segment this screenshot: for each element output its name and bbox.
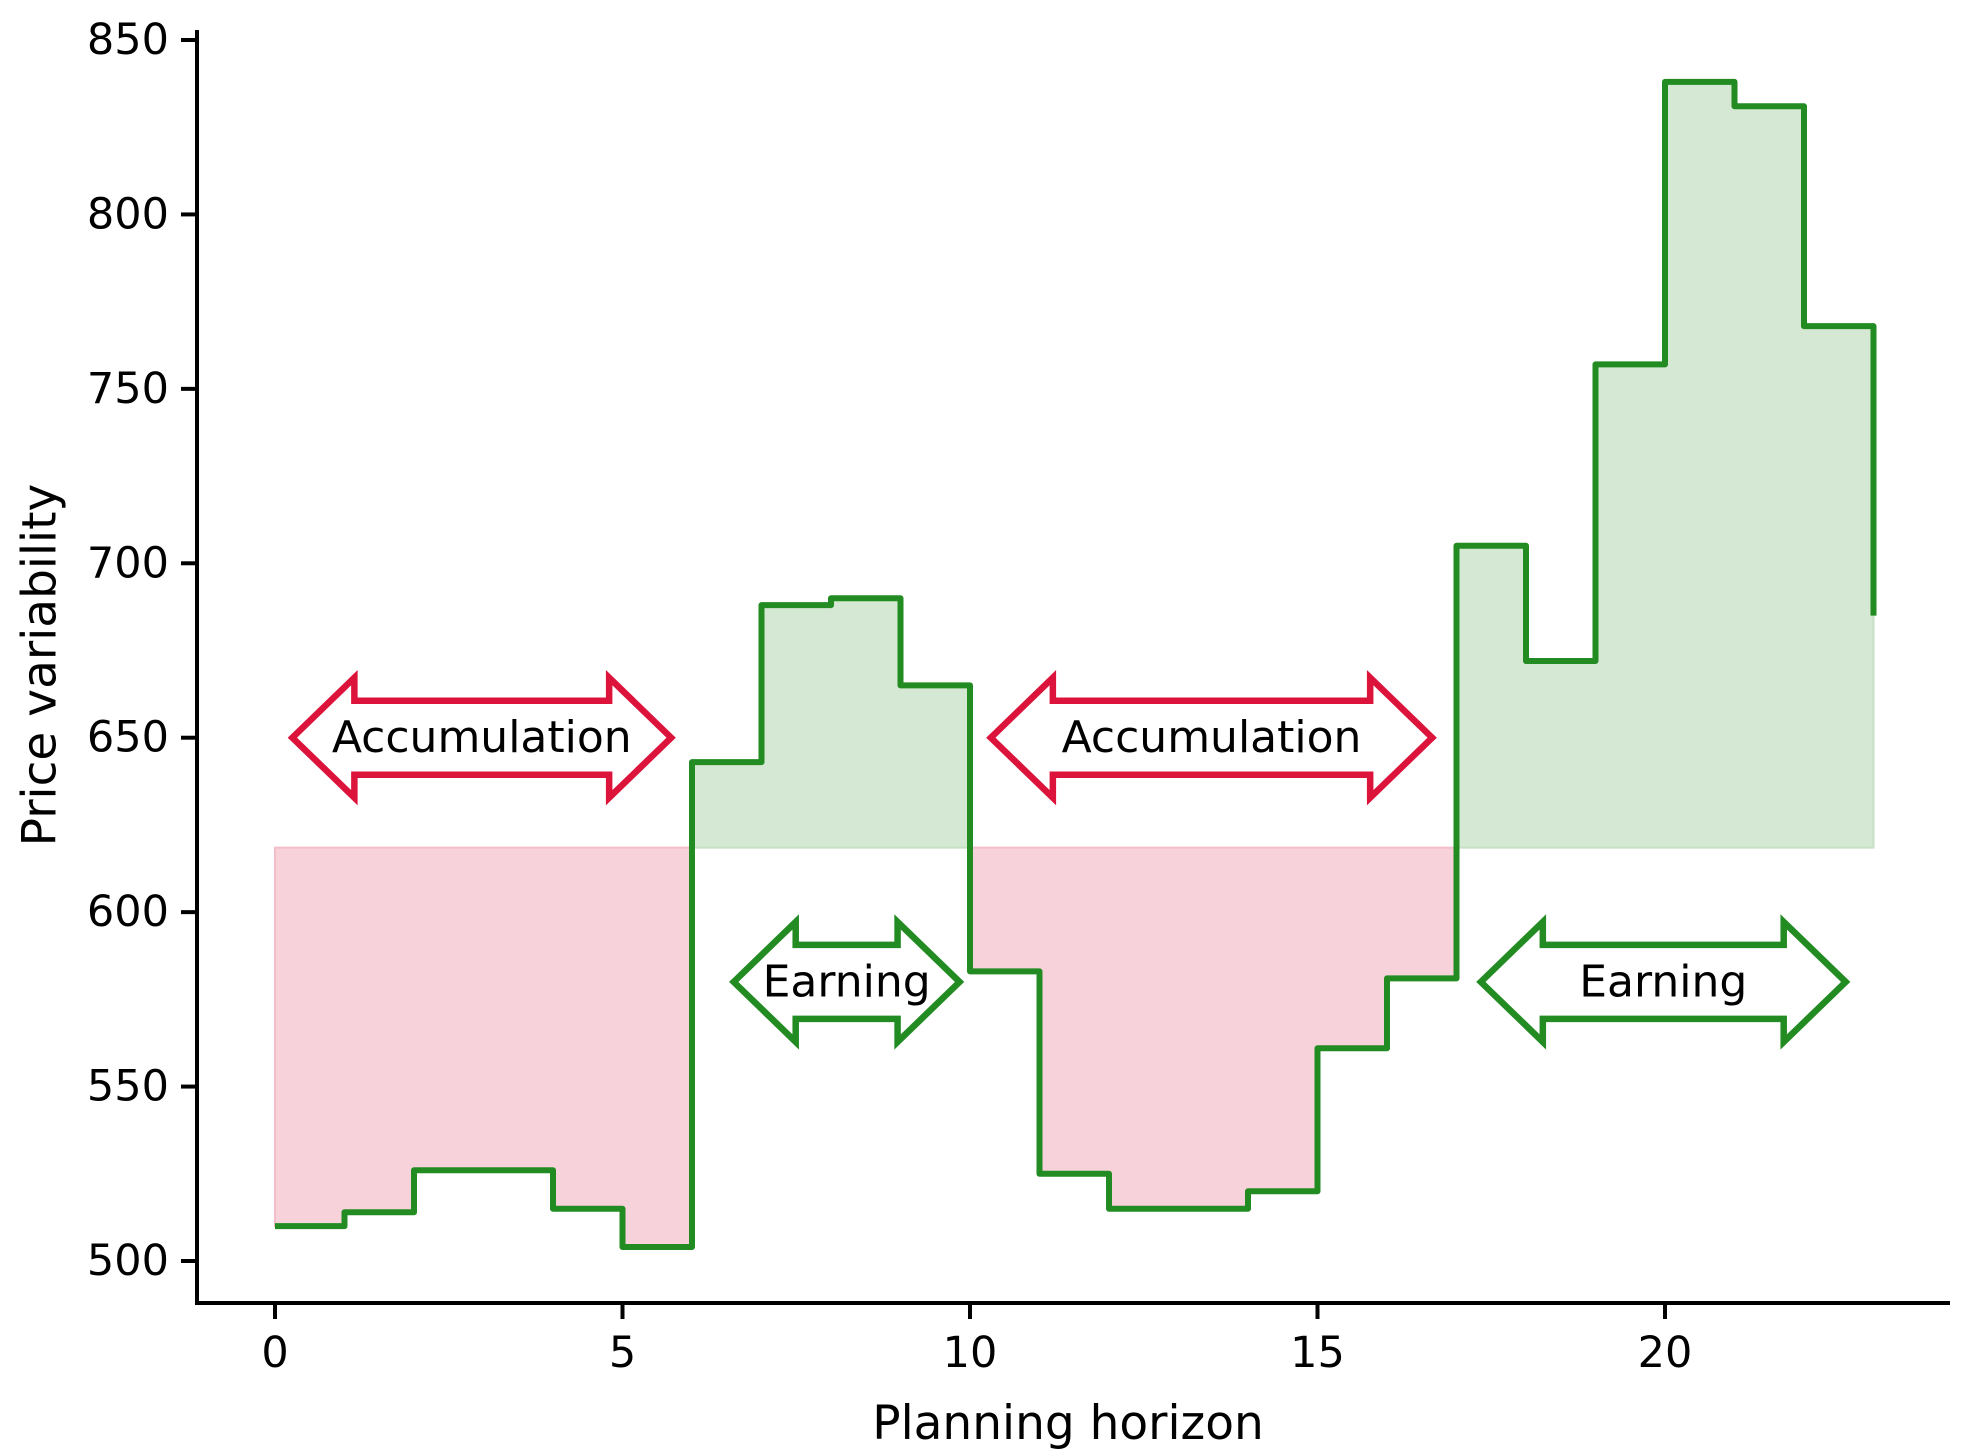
arrow-label: Earning — [1579, 956, 1747, 1007]
y-tick-label: 550 — [87, 1062, 169, 1112]
arrow-label: Accumulation — [332, 712, 632, 763]
x-tick-label: 0 — [261, 1328, 288, 1378]
arrow-label: Earning — [763, 956, 931, 1007]
y-tick-label: 600 — [87, 887, 169, 937]
y-tick-label: 700 — [87, 538, 169, 588]
x-tick-label: 20 — [1638, 1328, 1693, 1378]
y-tick-label: 500 — [87, 1236, 169, 1286]
earning-annotation-1: Earning — [729, 914, 965, 1050]
y-tick-label: 800 — [87, 189, 169, 239]
y-tick-label: 750 — [87, 364, 169, 414]
y-axis-label: Price variability — [12, 483, 68, 847]
accumulation-arrow — [287, 670, 676, 806]
arrow-label: Accumulation — [1062, 712, 1362, 763]
earning-arrow — [1476, 914, 1851, 1050]
earning-annotation-3: Earning — [1476, 914, 1851, 1050]
x-tick-label: 5 — [609, 1328, 636, 1378]
earning-arrow — [729, 914, 965, 1050]
y-tick-label: 850 — [87, 15, 169, 65]
step-line — [275, 78, 1877, 1250]
accumulation-annotation-2: Accumulation — [986, 670, 1437, 806]
accumulation-annotation-0: Accumulation — [287, 670, 676, 806]
x-tick-label: 15 — [1290, 1328, 1345, 1378]
y-tick-label: 650 — [87, 713, 169, 763]
accumulation-arrow — [986, 670, 1437, 806]
x-tick-label: 10 — [943, 1328, 998, 1378]
x-axis-label: Planning horizon — [872, 1396, 1264, 1451]
